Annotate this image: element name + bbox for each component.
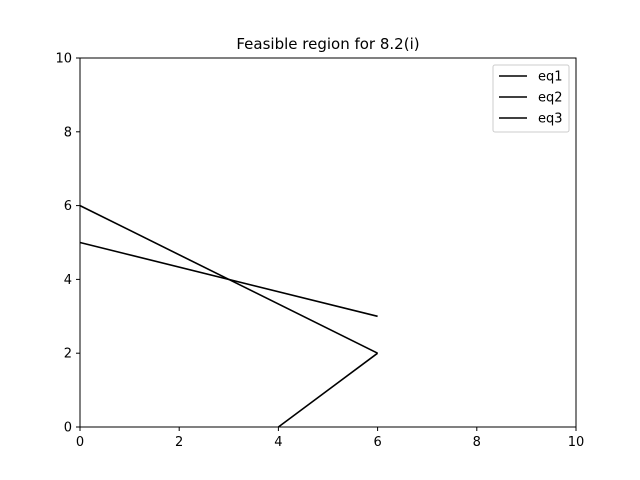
y-tick-label: 8 [64, 125, 72, 140]
x-tick-label: 0 [76, 435, 84, 450]
y-tick-label: 10 [55, 52, 72, 67]
plot-frame [79, 57, 577, 428]
chart-title: Feasible region for 8.2(i) [236, 35, 419, 53]
x-tick-label: 8 [473, 435, 481, 450]
x-tick-label: 10 [568, 435, 585, 450]
y-tick-label: 0 [64, 421, 72, 436]
legend-label-eq2: eq2 [538, 91, 563, 106]
series-line-eq3 [277, 352, 379, 428]
legend-label-eq3: eq3 [538, 112, 563, 127]
y-axis-ticks: 0 2 4 6 8 10 [55, 52, 80, 436]
series-line-eq2 [79, 241, 378, 318]
legend-box [492, 64, 570, 133]
legend-label-eq1: eq1 [538, 70, 563, 85]
series-layer [79, 204, 379, 428]
x-tick-label: 6 [373, 435, 381, 450]
legend: eq1 eq2 eq3 [492, 64, 570, 133]
y-tick-label: 2 [64, 347, 72, 362]
x-tick-label: 2 [175, 435, 183, 450]
x-tick-label: 4 [274, 435, 282, 450]
y-tick-label: 6 [64, 199, 72, 214]
x-axis-ticks: 0 2 4 6 8 10 [76, 427, 584, 450]
y-tick-label: 4 [64, 273, 72, 288]
